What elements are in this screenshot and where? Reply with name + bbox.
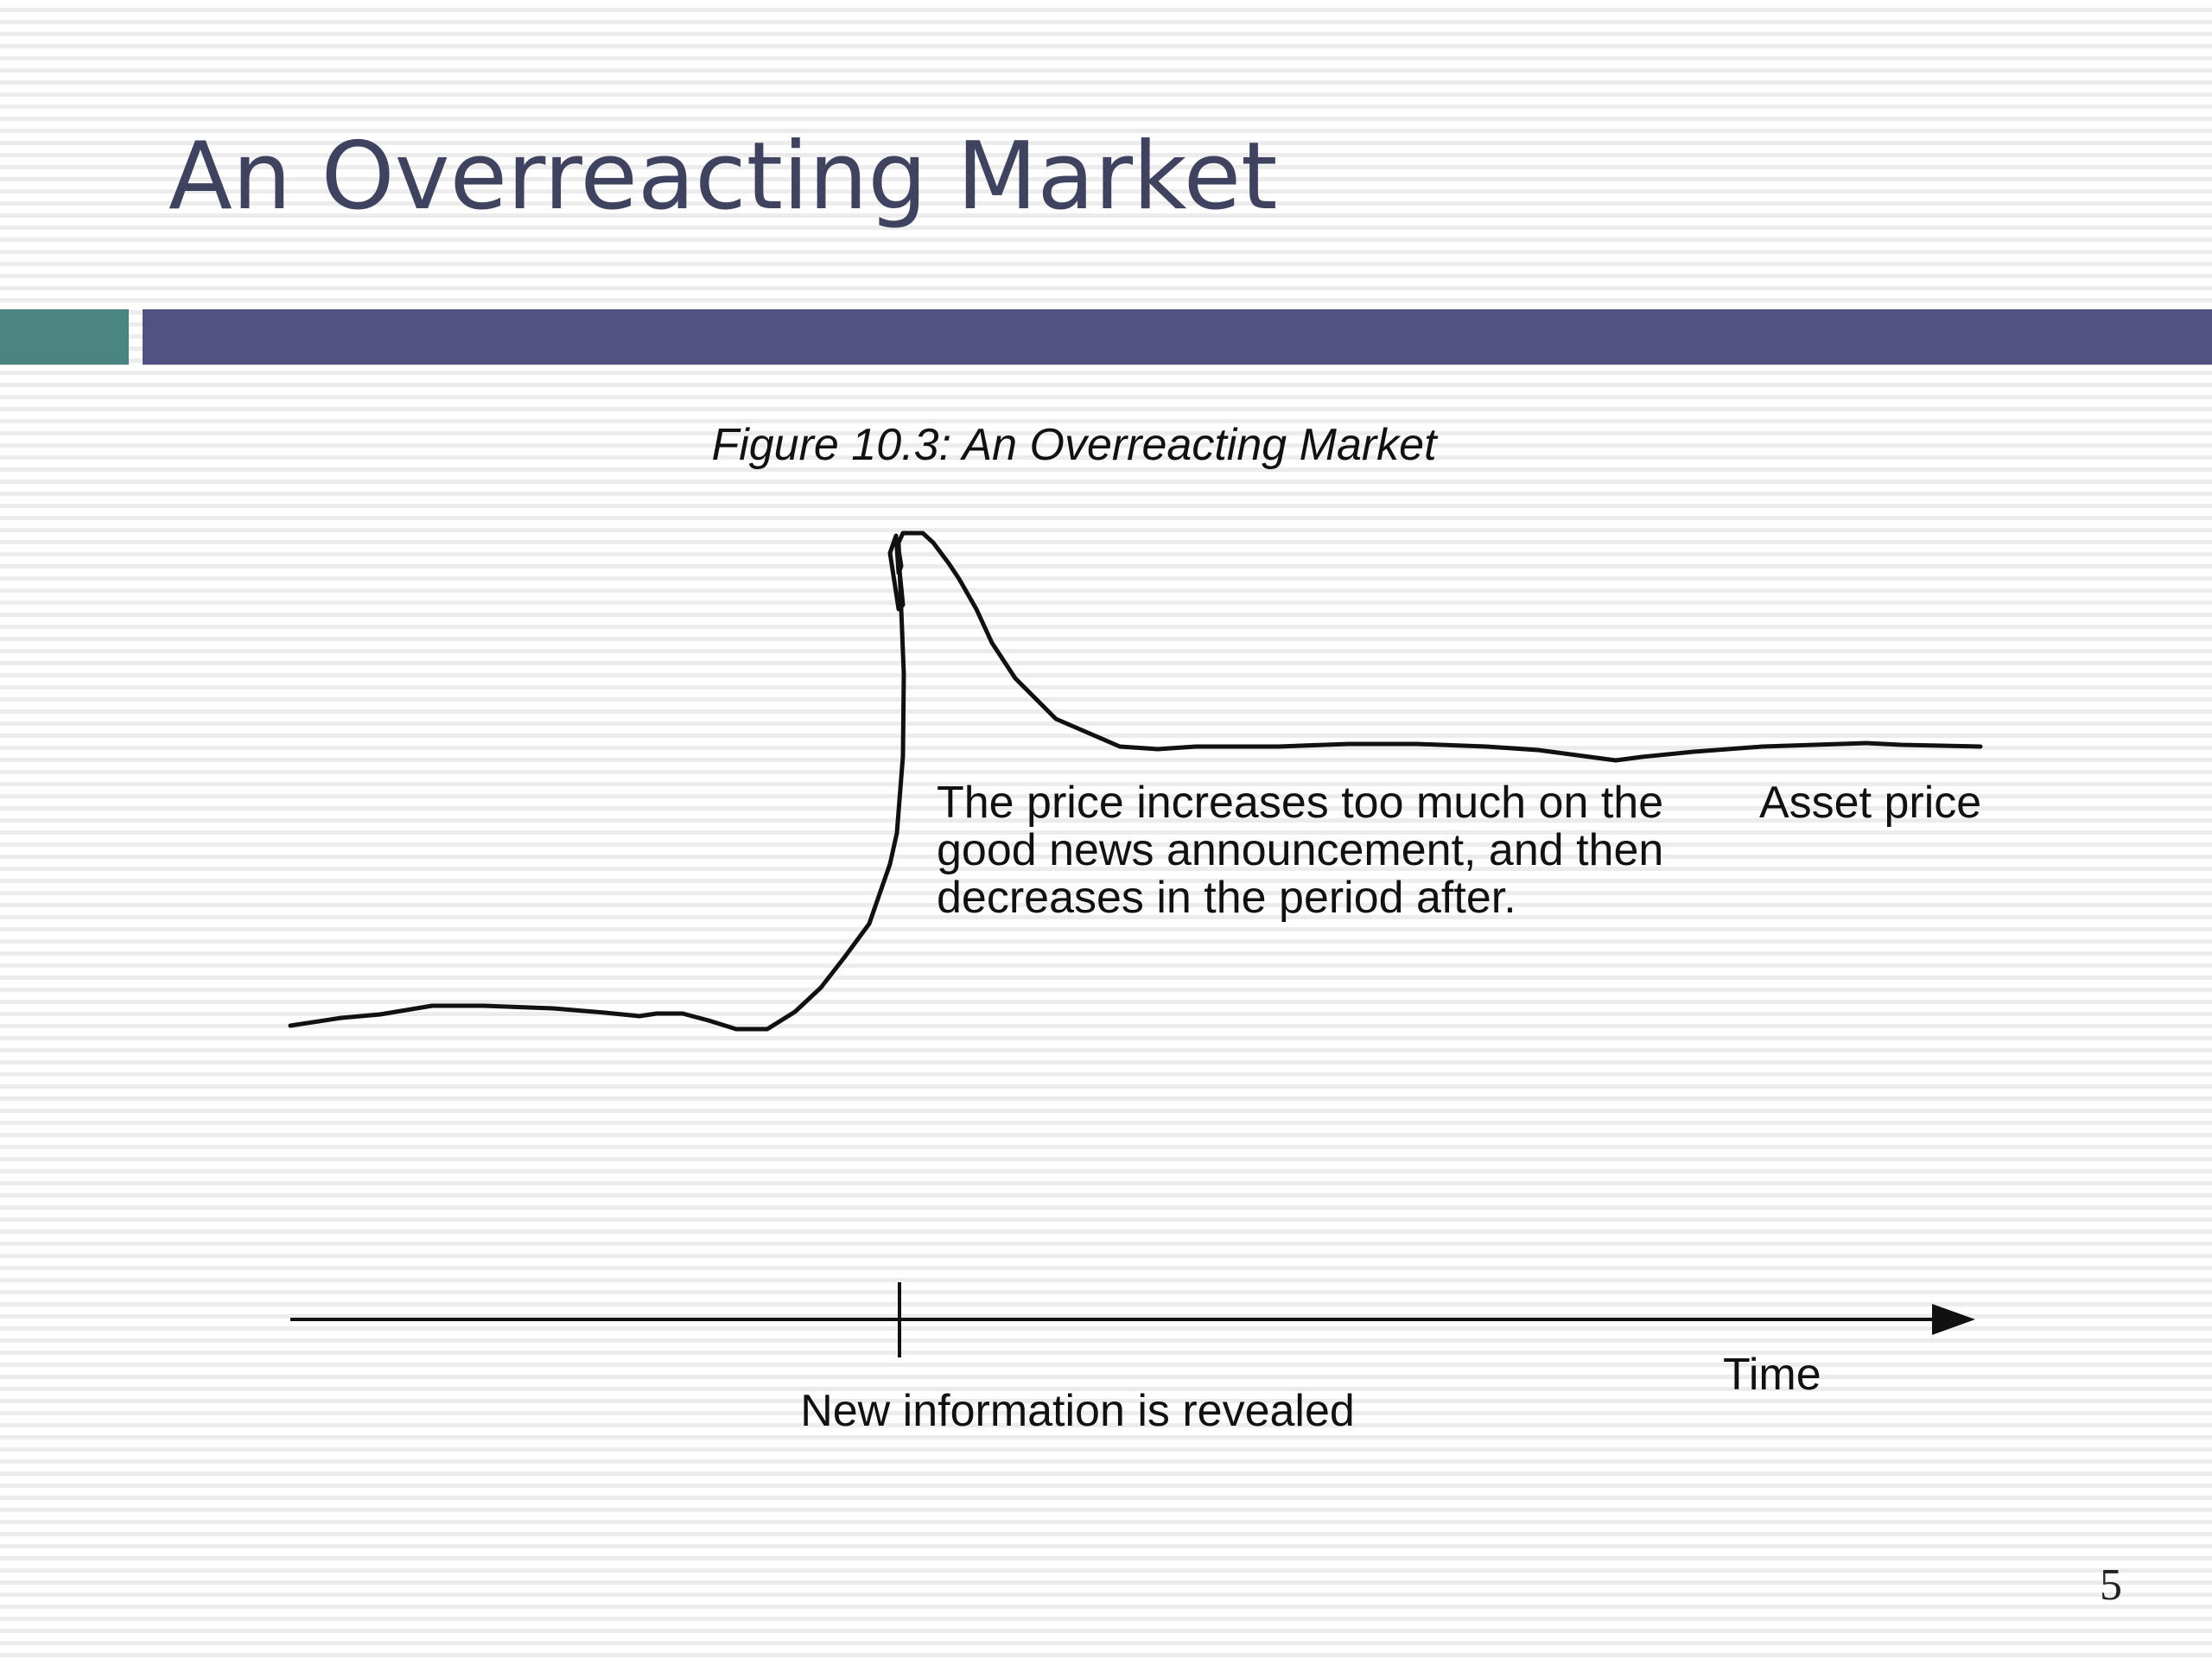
figure-caption: Figure 10.3: An Overreacting Market bbox=[711, 420, 1439, 470]
asset-price-curve bbox=[288, 531, 1983, 1032]
slide-title: An Overreacting Market bbox=[168, 123, 1278, 231]
time-axis-arrowhead bbox=[1932, 1304, 1975, 1335]
title-accent-bar-purple bbox=[143, 309, 2212, 365]
time-axis-label: Time bbox=[1723, 1350, 1821, 1400]
asset-price-label: Asset price bbox=[1759, 778, 1981, 828]
annotation-line: The price increases too much on the bbox=[937, 778, 1663, 828]
overreaction-annotation: The price increases too much on the good… bbox=[937, 778, 1663, 923]
event-label: New information is revealed bbox=[800, 1386, 1355, 1436]
page-number: 5 bbox=[2100, 1560, 2122, 1610]
title-accent-bar-teal bbox=[0, 309, 129, 365]
annotation-line: good news announcement, and then bbox=[937, 825, 1663, 875]
annotation-line: decreases in the period after. bbox=[937, 873, 1516, 923]
